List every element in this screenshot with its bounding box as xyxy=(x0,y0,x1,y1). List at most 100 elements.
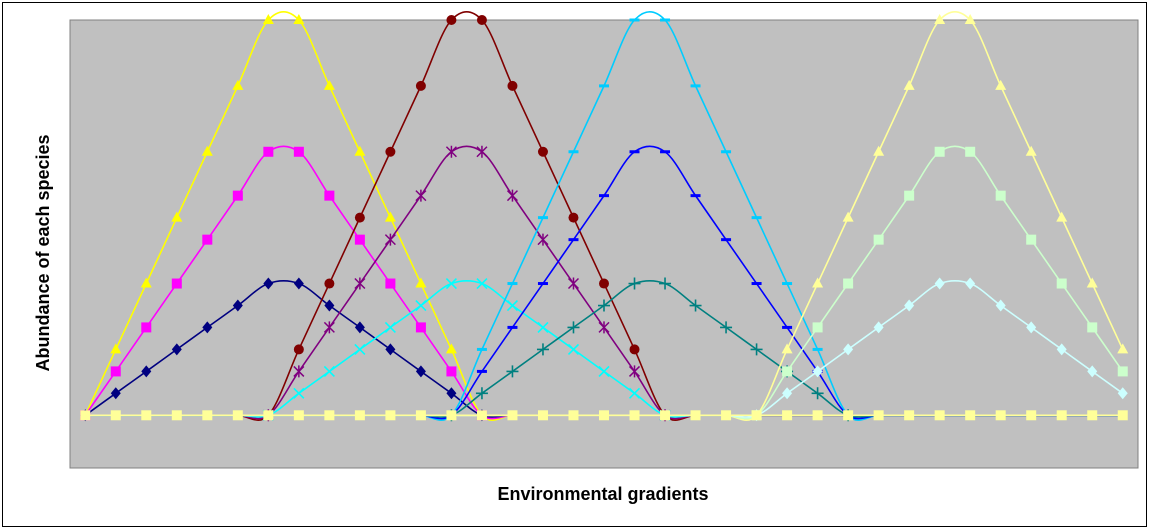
series-point xyxy=(171,211,183,222)
series-point xyxy=(141,322,152,333)
series-point xyxy=(354,212,365,223)
series-point xyxy=(354,321,365,334)
series-point xyxy=(1086,277,1098,288)
series-point xyxy=(293,365,305,378)
baseline-series-point xyxy=(1026,410,1037,421)
baseline-series-point xyxy=(873,410,884,421)
baseline-series-point xyxy=(1056,410,1067,421)
series-point xyxy=(415,80,426,91)
series-point xyxy=(232,190,243,201)
series-point xyxy=(323,79,335,90)
series-point xyxy=(904,190,915,201)
series-point xyxy=(262,14,274,24)
series-point xyxy=(842,211,854,222)
series-point xyxy=(1025,145,1037,156)
y-axis-label: Abundance of each species xyxy=(33,134,53,371)
series-point xyxy=(995,299,1006,312)
series-point xyxy=(110,366,121,377)
baseline-series-point xyxy=(568,410,579,421)
series-point xyxy=(782,387,793,400)
series-point xyxy=(171,278,182,289)
series-point xyxy=(599,278,609,289)
x-axis-label: Environmental gradients xyxy=(497,484,708,504)
series-point xyxy=(415,365,426,378)
baseline-series-point xyxy=(324,410,335,421)
series-point xyxy=(628,387,641,399)
series-point xyxy=(1056,211,1068,222)
baseline-series-point xyxy=(599,410,609,421)
series-point xyxy=(202,321,213,334)
baseline-series-point xyxy=(446,410,457,421)
series-point xyxy=(446,366,457,377)
series-point xyxy=(232,299,243,312)
baseline-series-point xyxy=(202,410,213,421)
series-point xyxy=(965,277,976,290)
baseline-series-point xyxy=(232,410,243,421)
series-point xyxy=(750,343,763,356)
series-point xyxy=(934,146,945,157)
series-point xyxy=(812,365,823,378)
series-point xyxy=(506,365,519,378)
series-point xyxy=(934,277,945,290)
series-point xyxy=(567,321,580,334)
series-point xyxy=(171,343,182,356)
baseline-series-point xyxy=(171,410,182,421)
baseline-series-point xyxy=(995,410,1006,421)
baseline-series-point xyxy=(751,410,762,421)
series-point xyxy=(232,79,244,90)
baseline-series-1 xyxy=(80,410,1128,421)
series-point xyxy=(1026,234,1037,245)
series-point xyxy=(843,343,854,356)
series-point xyxy=(689,299,702,312)
series-point xyxy=(995,190,1006,201)
series-point xyxy=(1056,343,1067,356)
baseline-series-point xyxy=(629,410,640,421)
series-point xyxy=(446,387,457,400)
series-point xyxy=(324,299,335,312)
series-point xyxy=(812,322,823,333)
series-point xyxy=(934,14,946,24)
baseline-series-point xyxy=(660,410,671,421)
series-point xyxy=(354,343,366,355)
series-point xyxy=(293,387,305,399)
series-point xyxy=(782,366,793,377)
series-point xyxy=(812,277,824,288)
series-point xyxy=(628,365,641,378)
series-point xyxy=(140,277,152,288)
series-point xyxy=(324,190,335,201)
series-point xyxy=(811,387,824,400)
series-point xyxy=(598,365,610,377)
baseline-series-point xyxy=(415,410,426,421)
baseline-series-point xyxy=(141,410,152,421)
series-point xyxy=(475,387,488,400)
series-point xyxy=(1056,278,1067,289)
series-point xyxy=(354,234,365,245)
series-point xyxy=(415,322,426,333)
series-point xyxy=(445,343,457,354)
series-point xyxy=(598,321,610,334)
series-point xyxy=(110,343,122,354)
baseline-series-point xyxy=(537,410,548,421)
baseline-series-point xyxy=(293,410,304,421)
chart-svg: Environmental gradients Abundance of eac… xyxy=(33,10,1139,504)
series-point xyxy=(1087,322,1098,333)
series-point xyxy=(628,277,641,290)
series-point xyxy=(506,189,518,202)
plot-area xyxy=(69,19,1139,469)
baseline-series-point xyxy=(1087,410,1098,421)
series-point xyxy=(903,79,915,90)
series-point xyxy=(1117,387,1128,400)
baseline-series-point xyxy=(782,410,793,421)
baseline-series-point xyxy=(690,410,701,421)
series-point xyxy=(568,212,579,223)
series-point xyxy=(873,321,884,334)
series-point xyxy=(781,343,793,354)
series-point xyxy=(537,321,549,333)
series-point xyxy=(995,79,1007,90)
series-point xyxy=(110,387,121,400)
series-point xyxy=(629,344,640,355)
series-point xyxy=(1087,365,1098,378)
series-point xyxy=(537,146,548,157)
series-point xyxy=(354,145,366,156)
